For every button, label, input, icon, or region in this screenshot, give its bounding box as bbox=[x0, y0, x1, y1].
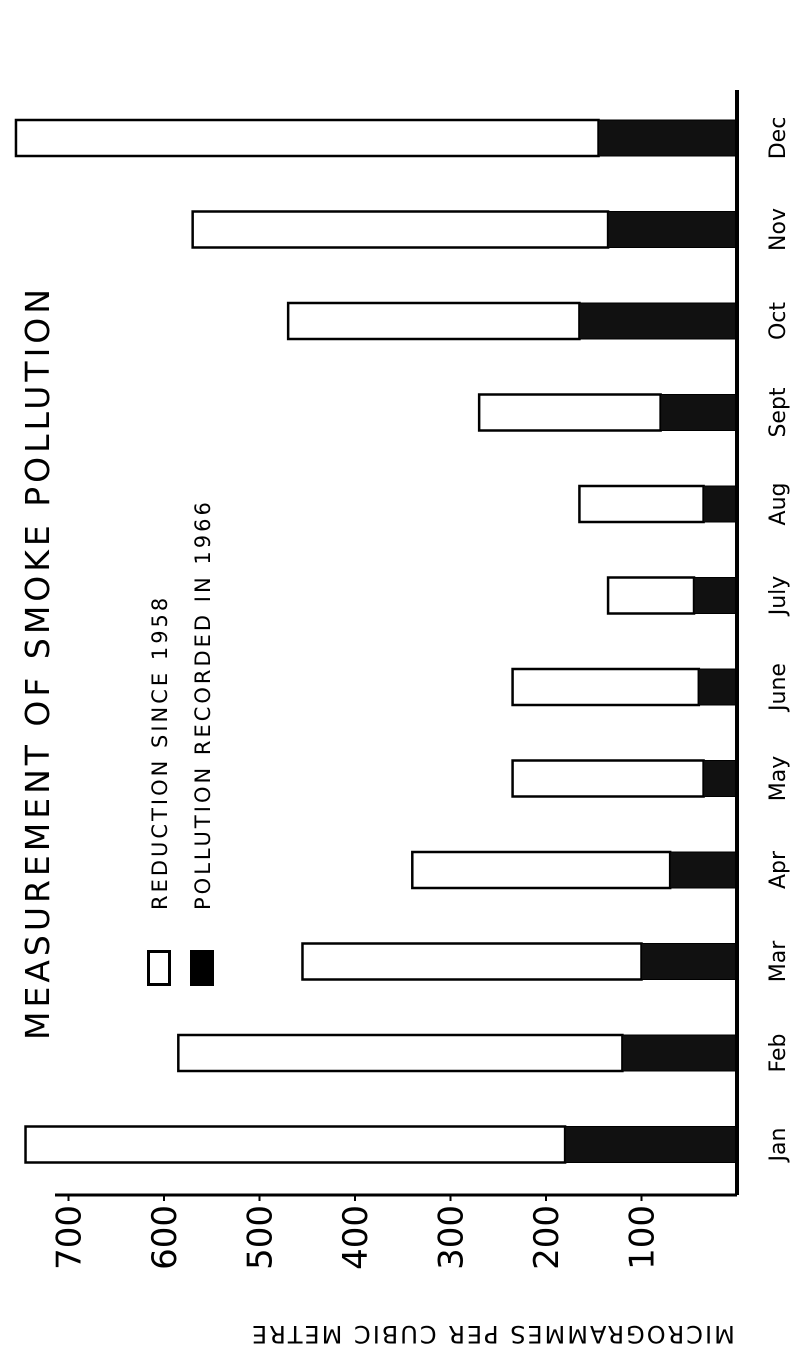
bar-pollution-june bbox=[698, 668, 738, 706]
bar-reduction-mar bbox=[301, 942, 643, 981]
bar-pollution-july bbox=[693, 577, 738, 614]
bar-pollution-dec bbox=[598, 119, 738, 157]
bar-reduction-nov bbox=[191, 210, 610, 249]
bar-reduction-july bbox=[606, 576, 696, 615]
bar-pollution-nov bbox=[607, 211, 738, 248]
month-label-mar: Mar bbox=[766, 940, 791, 982]
legend-label-reduction: REDUCTION SINCE 1958 bbox=[148, 594, 172, 910]
bar-reduction-may bbox=[511, 759, 705, 798]
bar-pollution-aug bbox=[703, 485, 738, 523]
month-label-dec: Dec bbox=[766, 117, 791, 160]
month-label-aug: Aug bbox=[766, 483, 791, 526]
legend-swatch-pollution bbox=[190, 950, 214, 986]
month-label-oct: Oct bbox=[766, 302, 791, 340]
tick-label-600: 600 bbox=[145, 1205, 185, 1270]
bars-layer bbox=[14, 118, 738, 1164]
bar-reduction-june bbox=[511, 667, 701, 707]
tick-label-200: 200 bbox=[527, 1205, 567, 1270]
tick-label-500: 500 bbox=[241, 1205, 281, 1270]
bar-reduction-oct bbox=[286, 301, 581, 341]
tick-label-700: 700 bbox=[50, 1205, 90, 1270]
legend-swatch-reduction bbox=[147, 950, 171, 986]
month-label-july: July bbox=[766, 576, 791, 618]
month-label-nov: Nov bbox=[766, 208, 791, 251]
chart-title: MEASUREMENT OF SMOKE POLLUTION bbox=[18, 285, 57, 1040]
bar-pollution-apr bbox=[669, 851, 738, 889]
bar-pollution-sept bbox=[660, 394, 738, 431]
month-label-jan: Jan bbox=[766, 1128, 791, 1164]
bar-pollution-jan bbox=[564, 1126, 738, 1163]
tick-label-300: 300 bbox=[432, 1205, 472, 1270]
axis-unit-label: MICROGRAMMES PER CUBIC METRE bbox=[250, 1320, 735, 1348]
month-label-may: May bbox=[766, 756, 791, 801]
bar-reduction-jan bbox=[24, 1125, 567, 1164]
month-label-feb: Feb bbox=[766, 1034, 791, 1073]
tick-label-100: 100 bbox=[623, 1205, 663, 1270]
axis-layer: Jan Feb Mar Apr May June July Aug Sept Oct Nov Dec 7… bbox=[50, 90, 791, 1270]
bar-reduction-apr bbox=[411, 850, 672, 890]
month-label-sept: Sept bbox=[766, 387, 791, 437]
legend-label-pollution: POLLUTION RECORDED IN 1966 bbox=[191, 499, 215, 910]
bar-pollution-oct bbox=[578, 302, 738, 340]
bar-reduction-sept bbox=[477, 393, 662, 432]
bar-reduction-dec bbox=[14, 118, 600, 158]
month-label-apr: Apr bbox=[766, 850, 791, 889]
bar-pollution-may bbox=[703, 760, 738, 797]
bar-pollution-feb bbox=[621, 1034, 738, 1072]
bar-reduction-feb bbox=[177, 1033, 624, 1073]
tick-label-400: 400 bbox=[336, 1205, 376, 1270]
bar-pollution-mar bbox=[641, 943, 738, 980]
bar-reduction-aug bbox=[578, 484, 705, 524]
month-label-june: June bbox=[766, 663, 791, 713]
